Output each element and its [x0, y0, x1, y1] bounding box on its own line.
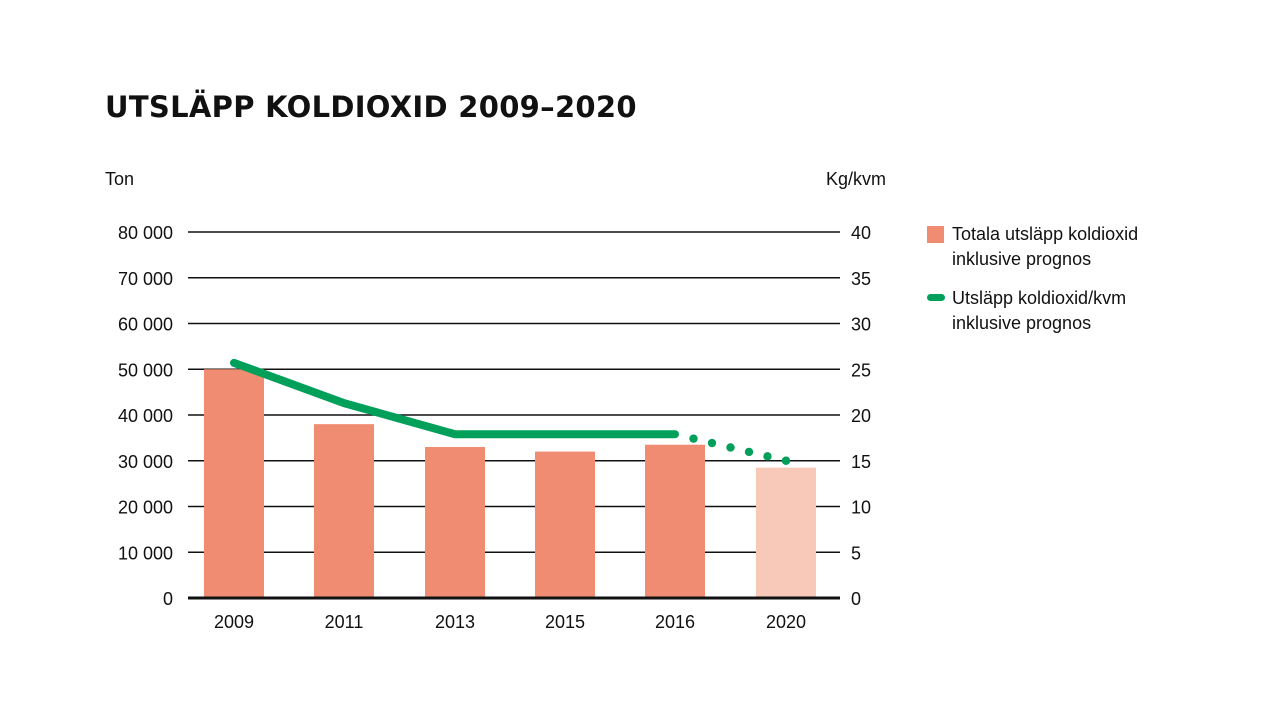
axes: 0 0 10 000 5 20 000 10 30 000 15 40 000 20 50 000 2… [105, 169, 886, 632]
bar-2009 [204, 369, 264, 598]
line-forecast-dot [689, 434, 698, 443]
y-right-unit-label: Kg/kvm [826, 169, 886, 189]
y-right-tick-label: 40 [851, 223, 871, 243]
y-right-tick-label: 20 [851, 406, 871, 426]
y-left-tick-label: 60 000 [118, 315, 173, 335]
legend-swatch-bars [927, 226, 944, 243]
line-series-solid [230, 358, 679, 439]
bar-2013 [425, 447, 485, 598]
line-forecast-dot [781, 456, 791, 465]
bar-2015 [535, 451, 595, 598]
y-right-tick-label: 0 [851, 589, 861, 609]
y-left-tick-label: 20 000 [118, 498, 173, 518]
legend-label-line-line1: Utsläpp koldioxid/kvm [952, 288, 1127, 308]
legend-label-bars-line2: inklusive prognos [952, 249, 1092, 269]
bar-2020 [756, 467, 816, 598]
line-series [230, 358, 791, 465]
y-left-tick-label: 50 000 [118, 360, 173, 380]
x-tick-label: 2009 [214, 612, 254, 632]
line-forecast-dot [726, 443, 735, 452]
y-right-tick-label: 10 [851, 498, 871, 518]
y-right-tick-label: 35 [851, 269, 871, 289]
chart-title: UTSLÄPP KOLDIOXID 2009–2020 [105, 90, 637, 124]
bar-2016 [645, 444, 705, 598]
y-left-tick-label: 10 000 [118, 543, 173, 563]
grid-lines [188, 231, 840, 554]
legend-label-line-line2: inklusive prognos [952, 313, 1092, 333]
y-right-tick-label: 30 [851, 315, 871, 335]
y-left-unit-label: Ton [105, 169, 134, 189]
x-tick-label: 2016 [655, 612, 695, 632]
bar-series [204, 369, 816, 598]
legend-swatch-line [927, 294, 945, 301]
y-left-tick-label: 80 000 [118, 223, 173, 243]
line-forecast-dot [763, 452, 772, 461]
y-left-tick-label: 70 000 [118, 269, 173, 289]
x-tick-label: 2011 [325, 612, 364, 632]
y-left-tick-label: 0 [163, 589, 173, 609]
line-forecast-dot [744, 447, 754, 457]
x-tick-label: 2013 [435, 612, 475, 632]
legend-label-bars: Totala utsläpp koldioxid inklusive progn… [952, 222, 1182, 272]
y-left-tick-label: 30 000 [118, 452, 173, 472]
y-left-tick-label: 40 000 [118, 406, 173, 426]
y-right-tick-label: 5 [851, 543, 861, 563]
y-right-tick-label: 25 [851, 360, 871, 380]
legend-label-bars-line1: Totala utsläpp koldioxid [952, 224, 1139, 244]
y-right-tick-label: 15 [851, 452, 871, 472]
line-forecast-dot [707, 438, 717, 448]
bar-2011 [314, 424, 374, 598]
x-tick-label: 2015 [545, 612, 585, 632]
x-tick-label: 2020 [766, 612, 806, 632]
legend-label-line: Utsläpp koldioxid/kvm inklusive prognos [952, 286, 1182, 336]
